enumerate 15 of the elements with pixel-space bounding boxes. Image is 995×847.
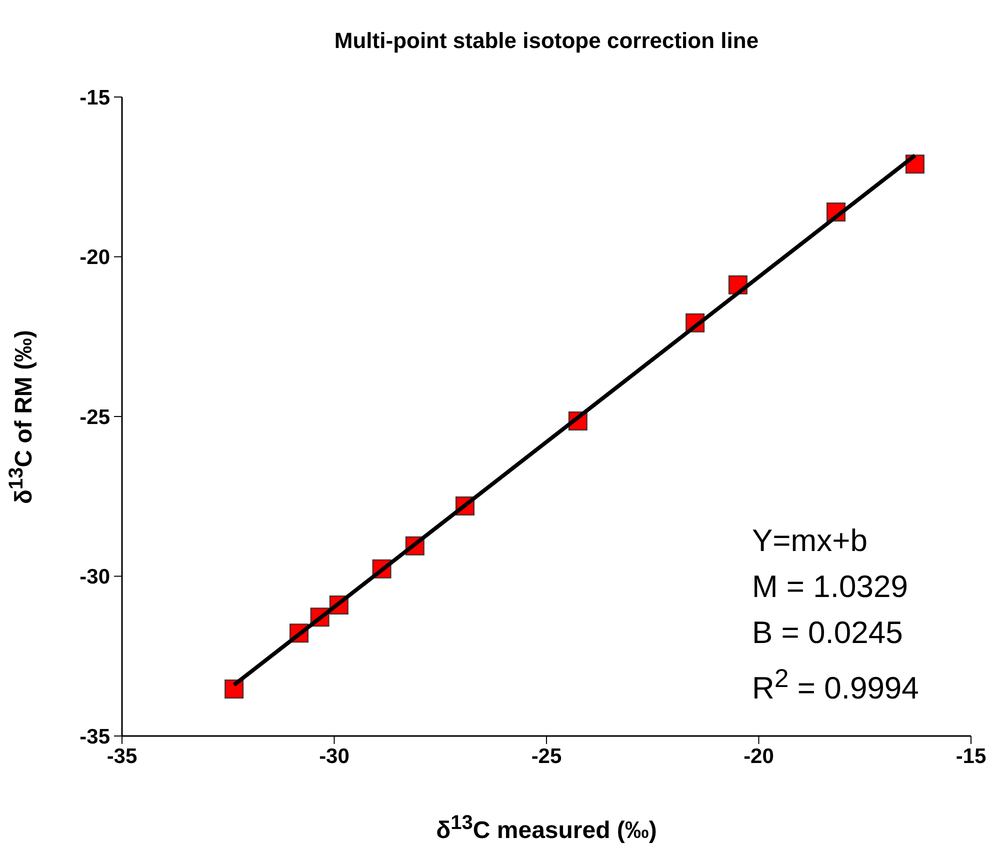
point	[224, 680, 244, 699]
x-tick-label: -25	[531, 744, 562, 768]
annotation: Y=mx+b	[752, 522, 868, 560]
y-tick-label: -15	[80, 86, 110, 110]
annotation: B = 0.0245	[752, 614, 904, 652]
x-tick-label: -20	[744, 744, 774, 768]
x-tick-label: -30	[319, 744, 350, 768]
y-tick-label: -20	[80, 246, 110, 270]
x-axis-title: δ$^{13}$C measured (‰)	[435, 812, 658, 845]
y-tick-label: -30	[80, 566, 110, 589]
y-tick-label: -25	[80, 406, 110, 429]
annotation: M = 1.0329	[752, 568, 909, 606]
annotation: R$^{2}$ = 0.9994	[752, 664, 919, 708]
chart-title: Multi-point stable isotope correction line	[333, 28, 760, 54]
x-tick-label: -15	[956, 744, 986, 768]
